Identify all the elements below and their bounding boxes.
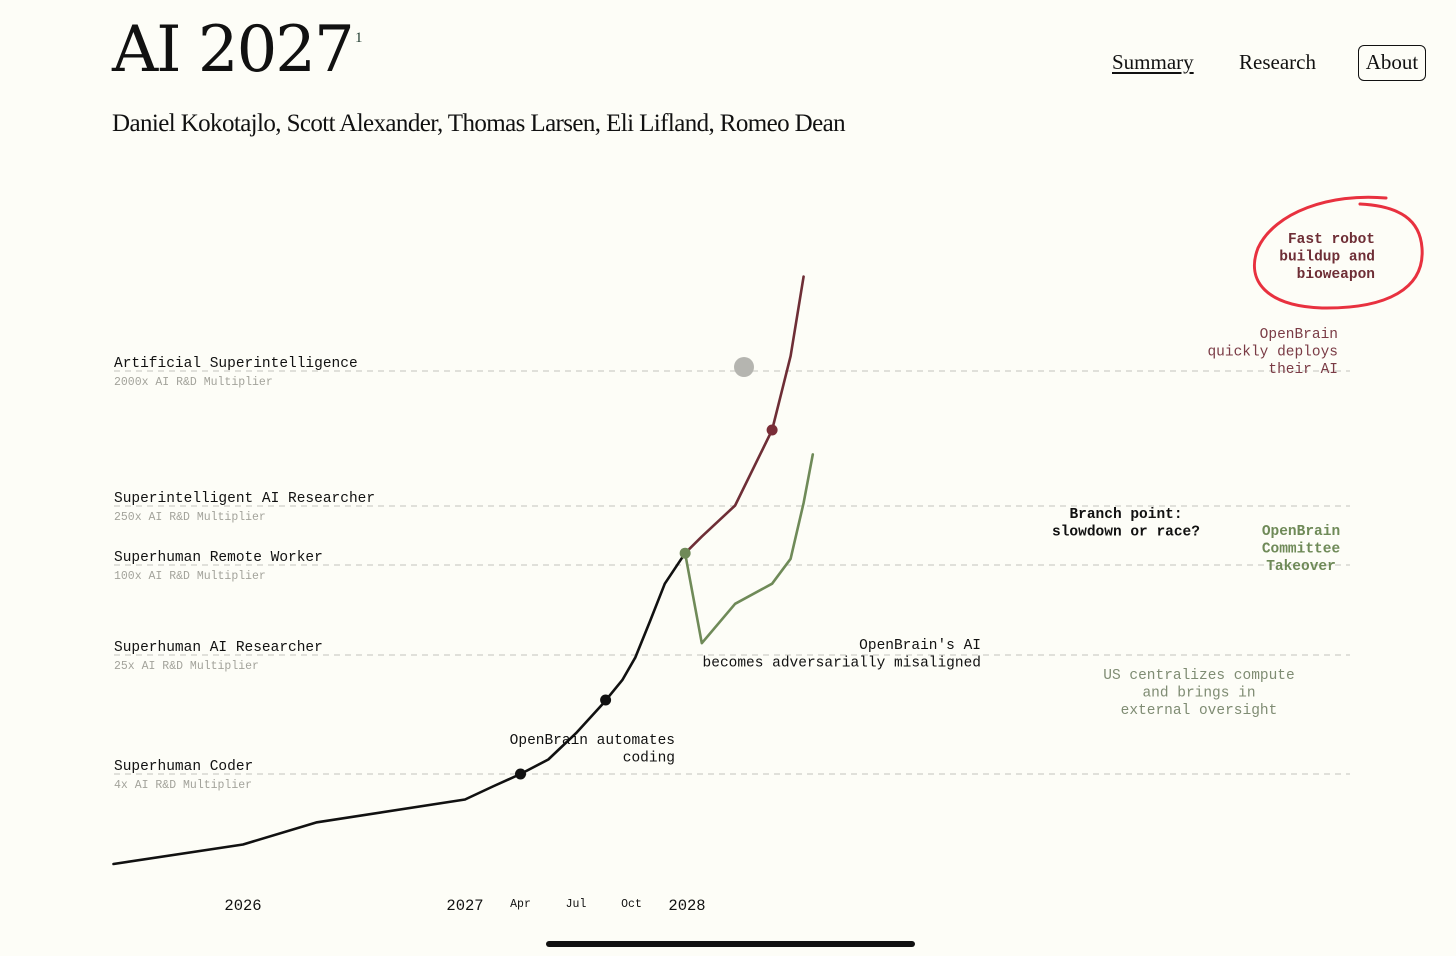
milestone-sublabel: 100x AI R&D Multiplier: [114, 570, 266, 583]
highlight-circle-scribble: [1252, 195, 1424, 310]
event-marker: [766, 424, 778, 436]
milestone-label: Superhuman Remote Worker: [114, 550, 323, 566]
annotation-text: coding: [623, 751, 675, 767]
nav-about-button[interactable]: About: [1358, 45, 1426, 81]
annotation-text: external oversight: [1121, 703, 1278, 719]
milestone-sublabel: 2000x AI R&D Multiplier: [114, 376, 273, 389]
annotation-text: Fast robot: [1288, 232, 1375, 248]
annotation-text: buildup and: [1279, 250, 1375, 266]
annotation-text: OpenBrain: [1262, 524, 1340, 540]
annotation-text: OpenBrain's AI: [859, 638, 981, 654]
cursor-dot: [734, 357, 754, 377]
x-tick-label: Apr: [510, 898, 531, 911]
annotation-text: OpenBrain automates: [510, 733, 675, 749]
nav-summary-link[interactable]: Summary: [1112, 50, 1194, 74]
milestone-label: Superintelligent AI Researcher: [114, 491, 375, 507]
milestone-sublabel: 4x AI R&D Multiplier: [114, 779, 252, 792]
annotation-text: Committee: [1262, 542, 1340, 558]
authors-line: Daniel Kokotajlo, Scott Alexander, Thoma…: [112, 110, 846, 137]
annotation-text: OpenBrain: [1260, 327, 1338, 343]
event-marker: [679, 547, 691, 559]
x-tick-label: 2027: [446, 897, 483, 915]
annotation-text: Takeover: [1266, 559, 1336, 575]
x-tick-label: 2028: [668, 897, 705, 915]
milestone-sublabel: 25x AI R&D Multiplier: [114, 660, 259, 673]
annotation-text: becomes adversarially misaligned: [703, 656, 981, 672]
milestone-label: Artificial Superintelligence: [114, 356, 358, 372]
x-tick-label: 2026: [224, 897, 261, 915]
annotation-text: US centralizes compute: [1103, 668, 1294, 684]
annotation-text: their AI: [1268, 362, 1338, 378]
x-tick-label: Oct: [621, 898, 642, 911]
footnote-marker[interactable]: 1: [355, 30, 363, 46]
x-tick-label: Jul: [566, 898, 587, 911]
nav-research-link[interactable]: Research: [1239, 50, 1316, 74]
milestone-label: Superhuman AI Researcher: [114, 640, 323, 656]
annotation-text: and brings in: [1142, 686, 1255, 702]
series-line-race: [683, 275, 805, 555]
series-line-main: [112, 551, 687, 866]
annotation-text: bioweapon: [1297, 267, 1375, 283]
page-title: AI 2027: [112, 13, 355, 87]
event-marker: [515, 768, 526, 780]
home-indicator: [546, 941, 915, 947]
series-line-slowdown: [683, 453, 815, 645]
annotation-text: quickly deploys: [1207, 345, 1338, 361]
milestone-label: Superhuman Coder: [114, 759, 253, 775]
annotation-text: slowdown or race?: [1052, 525, 1200, 541]
event-marker: [600, 694, 612, 706]
milestone-sublabel: 250x AI R&D Multiplier: [114, 511, 266, 524]
annotation-text: Branch point:: [1069, 507, 1182, 523]
